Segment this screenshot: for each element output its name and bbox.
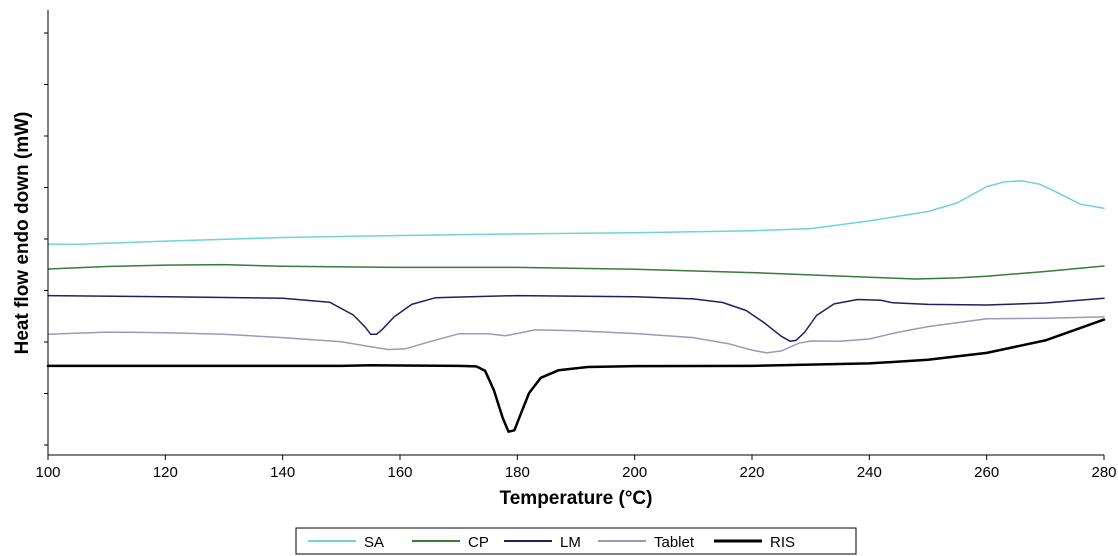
x-axis-title: Temperature (°C) bbox=[500, 488, 653, 509]
x-tick-label: 220 bbox=[739, 464, 764, 481]
series-line-cp bbox=[47, 263, 1105, 280]
legend: SA CP LM Tablet RIS bbox=[295, 527, 857, 555]
series-line-ris bbox=[46, 318, 1106, 433]
legend-label-lm: LM bbox=[560, 534, 581, 551]
y-axis-ticks bbox=[44, 32, 48, 446]
x-tick-label: 280 bbox=[1091, 464, 1116, 481]
legend-label-ris: RIS bbox=[770, 534, 795, 551]
x-tick-label: 200 bbox=[622, 464, 647, 481]
legend-label-cp: CP bbox=[468, 534, 489, 551]
series-line-sa bbox=[47, 180, 1105, 246]
y-axis-title: Heat flow endo down (mW) bbox=[12, 112, 33, 355]
plot-lines bbox=[46, 180, 1106, 433]
x-axis-tick-labels: 100 120 140 160 180 200 220 240 260 280 bbox=[35, 464, 1116, 481]
legend-label-sa: SA bbox=[364, 534, 384, 551]
series-line-lm bbox=[47, 294, 1105, 342]
x-tick-label: 140 bbox=[270, 464, 295, 481]
x-tick-label: 260 bbox=[974, 464, 999, 481]
x-tick-label: 100 bbox=[35, 464, 60, 481]
x-tick-label: 240 bbox=[857, 464, 882, 481]
series-line-tablet bbox=[47, 316, 1105, 354]
x-tick-label: 160 bbox=[387, 464, 412, 481]
x-tick-label: 120 bbox=[153, 464, 178, 481]
x-tick-label: 180 bbox=[505, 464, 530, 481]
x-axis-ticks bbox=[47, 455, 1105, 460]
legend-box bbox=[295, 527, 857, 555]
legend-label-tablet: Tablet bbox=[654, 534, 695, 551]
legend-items: SA CP LM Tablet RIS bbox=[308, 534, 795, 551]
